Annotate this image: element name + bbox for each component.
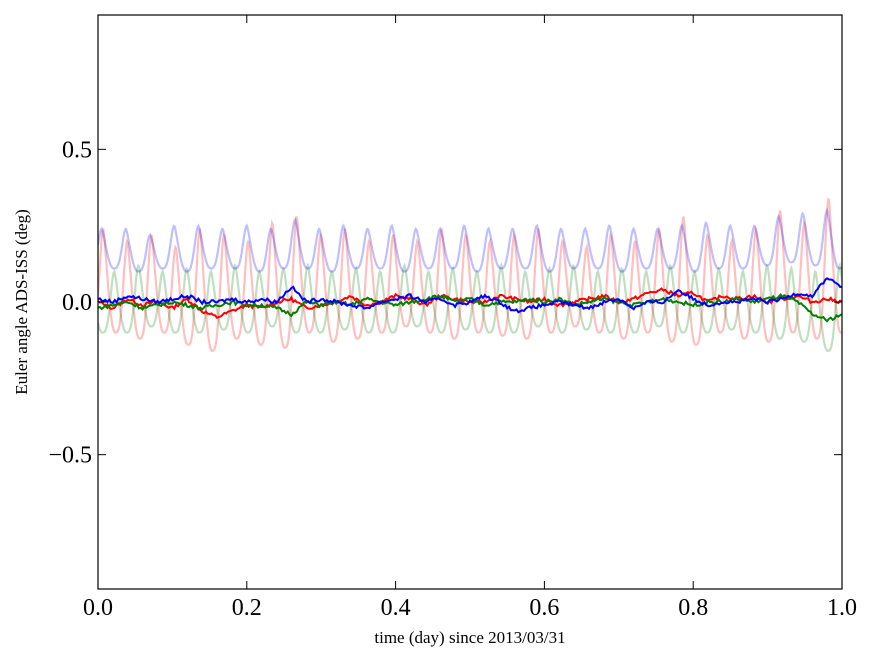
series-faint-blue bbox=[98, 207, 842, 273]
x-tick-label: 0.4 bbox=[381, 595, 411, 621]
x-axis-label: time (day) since 2013/03/31 bbox=[374, 628, 565, 647]
x-tick-label: 1.0 bbox=[827, 595, 857, 621]
x-tick-label: 0.6 bbox=[529, 595, 559, 621]
x-tick-label: 0.0 bbox=[83, 595, 113, 621]
series-green bbox=[98, 293, 842, 323]
y-tick-label: 0.5 bbox=[62, 137, 92, 163]
series-blue bbox=[98, 277, 842, 314]
y-tick-label: 0.0 bbox=[62, 290, 92, 316]
y-tick-label: −0.5 bbox=[48, 443, 92, 469]
x-tick-label: 0.2 bbox=[232, 595, 262, 621]
tick-layer: 0.0 0.2 0.4 0.6 0.8 1.0 −0.5 0.0 0.5 bbox=[48, 15, 857, 621]
y-axis-label: Euler angle ADS-ISS (deg) bbox=[12, 209, 31, 395]
x-tick-label: 0.8 bbox=[678, 595, 708, 621]
series-layer bbox=[98, 197, 842, 353]
series-faint-red bbox=[98, 197, 842, 352]
series-faint-green bbox=[98, 261, 842, 353]
